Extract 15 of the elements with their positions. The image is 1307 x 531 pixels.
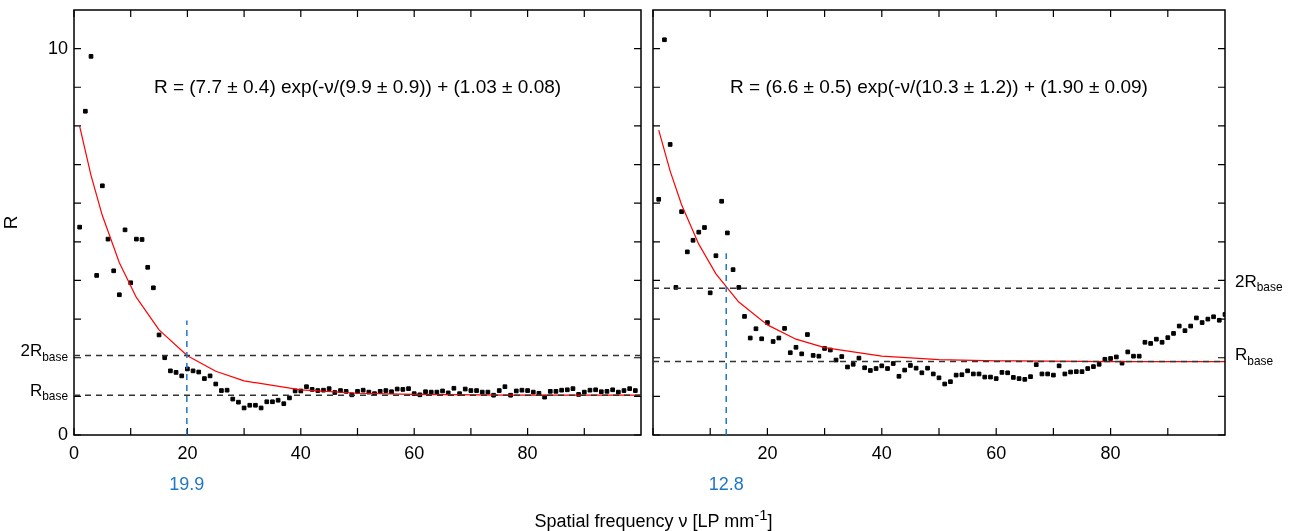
- x-tick-label: 80: [517, 442, 538, 463]
- x-tick-label: 60: [986, 442, 1007, 463]
- x-tick-label: 40: [290, 442, 311, 463]
- y-tick-label: 10: [47, 37, 68, 58]
- x-tick-label: 20: [757, 442, 778, 463]
- x-tick-label: 20: [177, 442, 198, 463]
- x-tick-label: 60: [404, 442, 425, 463]
- x-tick-label: 80: [1100, 442, 1121, 463]
- x-tick-label: 40: [871, 442, 892, 463]
- annotation: R = (7.7 ± 0.4) exp(-ν/(9.9 ± 0.9)) + (1.03 ± 0.08): [153, 76, 562, 98]
- x-axis-title: Spatial frequency ν [LP mm$^{-1}$]: [533, 506, 774, 531]
- ref-line-label: 12.8: [708, 473, 744, 494]
- y-axis-title: R: [0, 215, 21, 230]
- ref-line-label: 19.9: [169, 473, 205, 494]
- annotation: R = (6.6 ± 0.5) exp(-ν/(10.3 ± 1.2)) + (1.90 ± 0.09): [730, 76, 1148, 98]
